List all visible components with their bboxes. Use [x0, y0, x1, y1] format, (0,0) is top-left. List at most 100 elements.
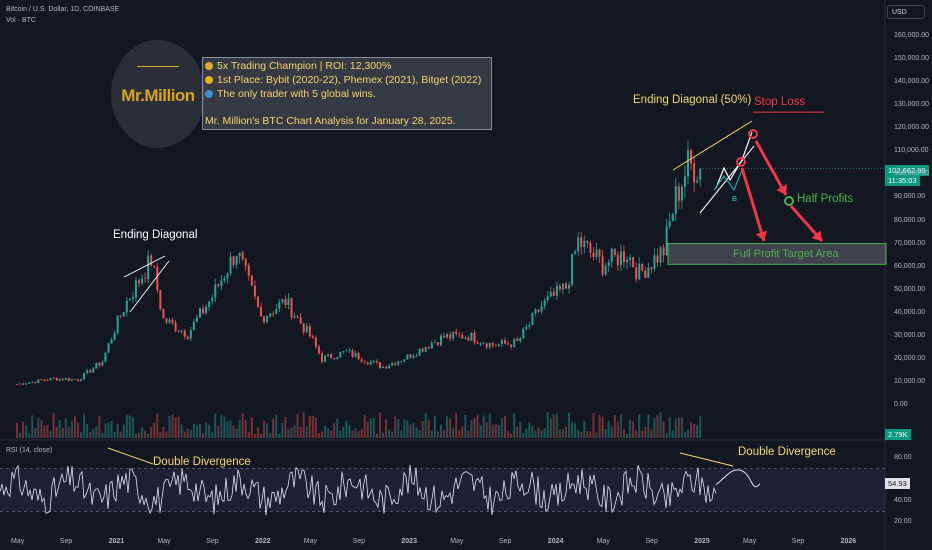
candle-body [601, 256, 604, 275]
wave-b-label: B [732, 196, 738, 203]
currency-button[interactable]: USD [887, 5, 925, 19]
y-tick-label: 140,000.00 [894, 78, 930, 86]
volume-bar [458, 429, 461, 438]
volume-bar [263, 420, 266, 438]
volume-bar [607, 420, 610, 438]
volume-bar [412, 422, 415, 438]
volume-bar [28, 433, 31, 438]
candle-body [330, 354, 333, 359]
candle-body [546, 296, 549, 301]
candle-body [690, 150, 693, 164]
volume-bar [699, 416, 702, 438]
info-line-1: 5x Trading Champion | ROI: 12,300% [205, 60, 391, 72]
candle-body [101, 361, 104, 366]
y-tick-label: 90,000.00 [894, 193, 926, 201]
volume-bar [34, 427, 37, 438]
candle-body [470, 332, 473, 341]
candle-body [568, 284, 571, 289]
candle-body [507, 343, 510, 345]
candle-body [565, 283, 567, 289]
volume-bar [589, 431, 592, 438]
candle-body [73, 379, 76, 380]
candle-body [305, 325, 308, 333]
volume-bar [638, 414, 641, 438]
volume-bar [671, 430, 674, 438]
volume-bar [314, 417, 317, 438]
candle-body [241, 252, 244, 260]
volume-bar [52, 412, 55, 438]
candle-body [238, 252, 241, 257]
volume-bar [369, 418, 372, 438]
candle-body [58, 378, 61, 381]
volume-bar [595, 432, 598, 438]
volume-bar [473, 417, 476, 438]
x-tick-label: Sep [352, 538, 366, 545]
candle-body [391, 363, 394, 366]
volume-bar [680, 417, 683, 438]
full-profit-label: Full Profit Target Area [733, 248, 839, 260]
volume-bar [461, 426, 464, 438]
volume-bar [543, 427, 546, 438]
volume-bar [540, 430, 543, 438]
candle-body [409, 354, 412, 358]
candle-body [189, 329, 192, 339]
volume-bar [147, 433, 150, 438]
volume-bar [635, 429, 638, 438]
candle-body [360, 359, 363, 362]
candle-body [443, 335, 445, 338]
candle-body [378, 362, 381, 368]
arrow-to-target-head [755, 230, 768, 241]
volume-bar [217, 425, 220, 438]
volume-bar [104, 423, 107, 438]
last-price-tag: 102,662.90 [885, 165, 929, 176]
candle-body [22, 383, 25, 385]
candle-body [549, 291, 552, 297]
candle-body [138, 280, 140, 284]
candle-body [632, 257, 635, 268]
symbol-title: Bitcoin / U.S. Dollar, 1D, COINBASE [6, 6, 120, 13]
volume-bar [351, 430, 354, 438]
candle-body [327, 354, 330, 356]
candle-body [473, 332, 476, 343]
volume-bar [500, 417, 503, 438]
candle-body [202, 308, 205, 314]
volume-bar [424, 413, 427, 438]
volume-bar [64, 418, 67, 438]
candle-body [458, 334, 461, 335]
candle-body [256, 296, 259, 307]
candle-body [247, 265, 250, 276]
candle-body [366, 362, 369, 365]
volume-bar [583, 420, 586, 438]
candle-body [168, 319, 171, 323]
volume-bar [619, 414, 622, 438]
candle-body [263, 316, 266, 323]
volume-bar [610, 426, 613, 438]
candle-body [299, 317, 302, 324]
volume-bar [324, 425, 327, 438]
candle-body [144, 278, 147, 280]
volume-bar [629, 419, 632, 438]
candle-body [342, 351, 345, 352]
candle-body [199, 308, 201, 318]
info-line-3: The only trader with 5 global wins. [205, 88, 376, 100]
candle-body [589, 242, 592, 253]
volume-bar [177, 416, 180, 438]
candle-body [430, 342, 433, 349]
volume-bar [427, 419, 430, 438]
volume-bar [272, 418, 275, 438]
volume-bar [354, 428, 357, 438]
volume-bar [693, 423, 696, 438]
volume-bar [476, 415, 479, 438]
rsi-tick-label: 40.00 [894, 496, 912, 504]
volume-bar [378, 412, 381, 438]
candle-body [287, 298, 290, 306]
candle-body [171, 319, 174, 323]
volume-bar [601, 416, 604, 438]
volume-bar [659, 412, 662, 438]
candle-body [183, 330, 186, 337]
volume-bar [138, 432, 140, 438]
rsi-projection [715, 469, 761, 488]
candle-body [519, 338, 522, 342]
y-tick-label: 130,000.00 [894, 101, 930, 109]
